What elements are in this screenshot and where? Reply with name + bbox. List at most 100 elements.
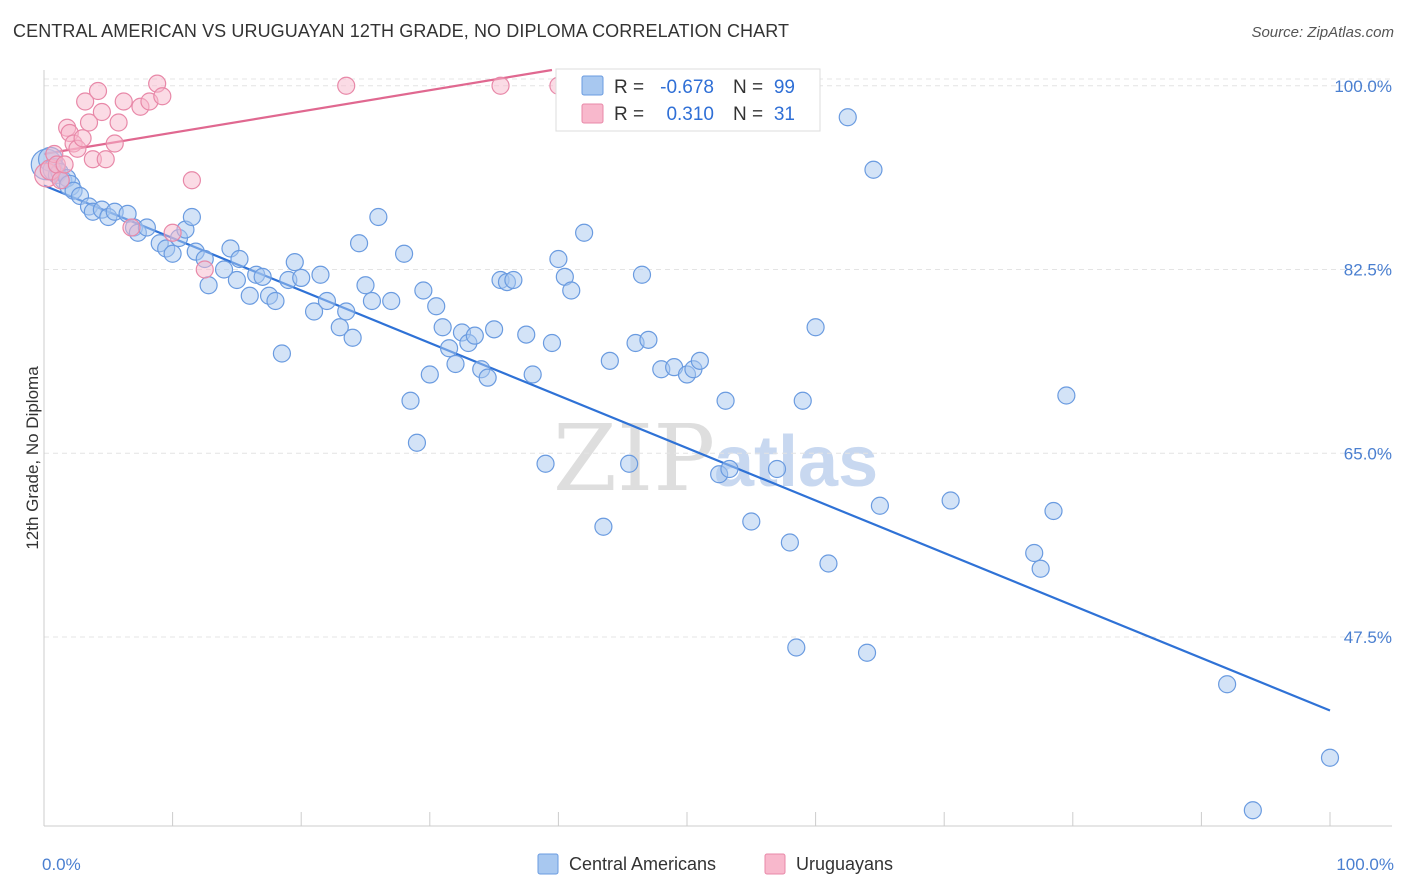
y-tick-label: 47.5%: [1344, 628, 1392, 647]
uruguayan-point: [88, 81, 108, 101]
central-american-point: [1057, 386, 1076, 405]
central-american-point: [780, 533, 799, 552]
uruguayan-point: [491, 76, 510, 95]
central-american-point: [941, 491, 960, 510]
central-american-point: [433, 318, 452, 337]
uruguayan-point: [122, 218, 141, 237]
central-american-point: [349, 234, 369, 253]
central-american-point: [369, 207, 388, 227]
central-american-point: [401, 391, 420, 410]
y-tick-label: 82.5%: [1344, 261, 1392, 280]
central-american-point: [137, 218, 156, 237]
central-american-point: [485, 320, 504, 339]
central-american-point: [382, 291, 401, 311]
central-american-point: [1044, 501, 1063, 521]
legend-swatch-central-americans: [581, 75, 604, 96]
data-points: [30, 74, 1340, 820]
central-american-point: [337, 302, 356, 321]
legend: R = -0.678 N = 99 R = 0.310 N = 31: [555, 68, 821, 132]
central-american-point: [787, 638, 806, 657]
bottom-legend: Central Americans Uruguayans: [537, 853, 893, 875]
uruguayan-point: [92, 102, 111, 122]
bottom-legend-label-central-americans: Central Americans: [569, 854, 716, 874]
central-american-point: [230, 249, 249, 269]
uruguayan-point: [96, 150, 115, 169]
central-american-point: [720, 459, 739, 479]
central-american-point: [870, 496, 890, 515]
legend-r-value-central: -0.678: [660, 77, 714, 98]
central-american-point: [742, 512, 761, 531]
central-american-point: [838, 108, 857, 127]
y-tick-label: 100.0%: [1334, 77, 1392, 96]
central-american-point: [819, 554, 838, 573]
chart-source: Source: ZipAtlas.com: [1251, 24, 1394, 41]
central-american-point: [407, 433, 427, 452]
y-tick-label: 65.0%: [1344, 444, 1392, 463]
central-american-point: [427, 297, 446, 316]
central-american-point: [465, 326, 484, 345]
uruguayan-point: [105, 134, 124, 153]
uruguayan-point: [55, 155, 74, 174]
central-american-point: [362, 291, 382, 311]
central-american-point: [793, 391, 812, 410]
central-american-point: [163, 244, 182, 263]
uruguayan-point: [76, 92, 95, 111]
chart-title: CENTRAL AMERICAN VS URUGUAYAN 12TH GRADE…: [13, 21, 790, 41]
central-american-point: [343, 328, 362, 347]
axes: [43, 70, 1392, 827]
central-american-point: [806, 318, 825, 337]
legend-n-value-central: 99: [774, 77, 795, 98]
central-american-point: [414, 281, 433, 300]
central-american-point: [632, 265, 652, 284]
central-american-point: [253, 267, 272, 286]
legend-r-value-uruguayan: 0.310: [666, 104, 714, 125]
central-american-point: [864, 160, 883, 179]
x-tick-label: 0.0%: [42, 855, 81, 874]
legend-swatch-uruguayans: [581, 103, 604, 124]
central-american-point: [517, 325, 536, 344]
central-american-point: [356, 276, 375, 295]
central-american-point: [536, 454, 555, 473]
central-american-point: [285, 253, 304, 272]
central-american-point: [857, 643, 877, 662]
central-american-point: [1031, 559, 1050, 578]
grid: [44, 78, 1392, 638]
central-american-point: [1320, 748, 1340, 767]
central-american-point: [504, 270, 523, 290]
legend-n-label: N =: [733, 77, 763, 98]
central-american-point: [575, 223, 594, 242]
central-american-point: [620, 454, 639, 473]
central-american-point: [549, 249, 568, 269]
central-american-point: [311, 265, 330, 284]
uruguayan-point: [79, 113, 99, 132]
x-tick-label: 100.0%: [1336, 855, 1394, 874]
legend-r-label: R =: [614, 77, 644, 98]
uruguayan-point: [51, 171, 70, 190]
tick-labels: 100.0% 82.5% 65.0% 47.5% 0.0% 100.0%: [42, 77, 1394, 874]
central-american-point: [594, 517, 613, 536]
uruguayan-point: [73, 129, 92, 148]
central-american-point: [639, 330, 658, 349]
central-american-point: [214, 260, 234, 279]
watermark-atlas: atlas: [714, 422, 878, 502]
central-american-point: [439, 339, 459, 358]
central-american-point: [182, 207, 201, 227]
central-american-point: [523, 365, 542, 384]
central-american-point: [600, 351, 619, 370]
uruguayan-point: [114, 92, 133, 111]
central-american-point: [446, 354, 465, 374]
central-american-point: [767, 459, 787, 479]
central-american-point: [420, 365, 439, 384]
central-american-point: [478, 368, 497, 387]
central-american-point: [542, 333, 562, 353]
central-american-point: [266, 291, 285, 311]
bottom-legend-swatch-central-americans: [537, 853, 559, 875]
bottom-legend-swatch-uruguayans: [764, 853, 786, 875]
trend-lines: [43, 68, 1331, 712]
legend-n-label: N =: [733, 104, 763, 125]
uruguayan-point: [182, 171, 201, 190]
legend-n-value-uruguayan: 31: [774, 104, 795, 125]
central-american-point: [304, 302, 324, 321]
central-american-point: [394, 244, 414, 263]
